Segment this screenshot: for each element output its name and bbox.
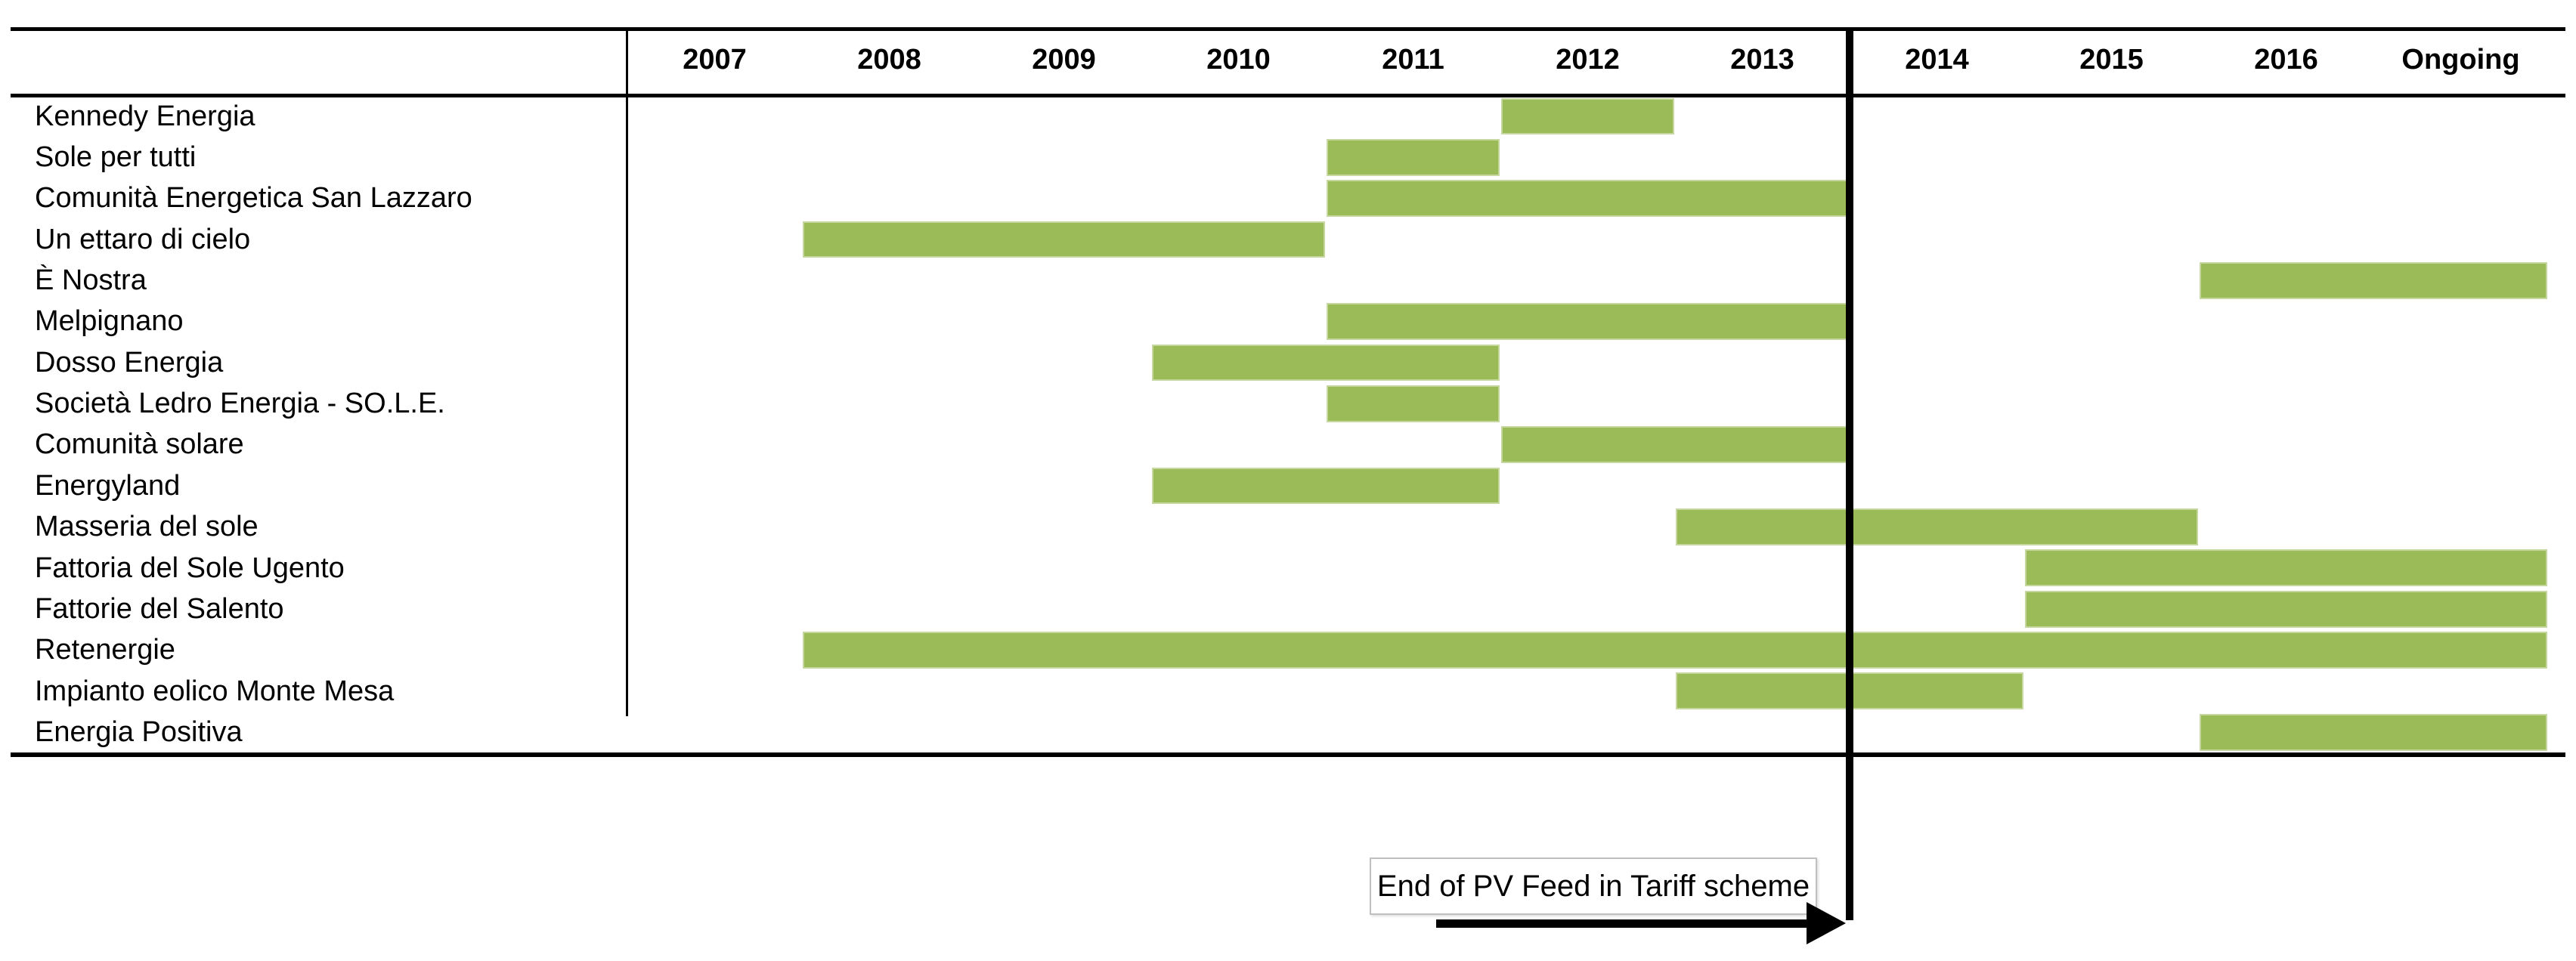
gantt-bar (1152, 467, 1500, 505)
gantt-bar (1327, 303, 1849, 341)
header-rule (11, 94, 2565, 97)
row-label: Dosso Energia (35, 346, 224, 379)
gantt-bar (2200, 713, 2547, 751)
year-header-2008: 2008 (857, 44, 921, 76)
row-label: Un ettaro di cielo (35, 223, 251, 255)
gantt-bar (1152, 344, 1500, 382)
annotation-text: End of PV Feed in Tariff scheme (1376, 869, 1810, 903)
feed-in-tariff-end-line (1846, 29, 1853, 920)
row-label: Comunità solare (35, 428, 244, 461)
gantt-bar (1327, 138, 1500, 176)
gantt-bar (803, 221, 1325, 258)
row-label: Sole per tutti (35, 141, 197, 174)
top-rule (11, 27, 2565, 31)
row-label: Società Ledro Energia - SO.L.E. (35, 388, 445, 420)
row-label: Energia Positiva (35, 715, 243, 748)
row-label: Retenergie (35, 634, 175, 666)
gantt-bar (803, 632, 2547, 669)
row-label: Melpignano (35, 305, 184, 338)
row-label: Impianto eolico Monte Mesa (35, 675, 395, 707)
gantt-bar (2025, 590, 2547, 628)
gantt-bar (1501, 97, 1674, 135)
gantt-bar (2200, 261, 2547, 299)
gantt-bar (1676, 508, 2198, 545)
year-header-ongoing: Ongoing (2401, 44, 2520, 76)
arrow-shaft (1436, 919, 1813, 928)
row-label: Energyland (35, 469, 181, 502)
bottom-rule (11, 752, 2565, 757)
year-header-2012: 2012 (1556, 44, 1620, 76)
year-header-2009: 2009 (1032, 44, 1096, 76)
year-header-2010: 2010 (1206, 44, 1271, 76)
gantt-bar (1327, 385, 1500, 422)
year-header-2015: 2015 (2079, 44, 2144, 76)
year-header-2013: 2013 (1730, 44, 1794, 76)
label-divider-line (626, 30, 628, 716)
row-label: Comunità Energetica San Lazzaro (35, 182, 472, 215)
row-label: Fattorie del Salento (35, 592, 284, 625)
gantt-bar (2025, 549, 2547, 587)
row-label: Fattoria del Sole Ugento (35, 552, 345, 584)
annotation-box: End of PV Feed in Tariff scheme (1370, 857, 1817, 915)
row-label: È Nostra (35, 264, 147, 297)
gantt-bar (1501, 426, 1849, 464)
year-header-2007: 2007 (683, 44, 747, 76)
year-header-2014: 2014 (1905, 44, 1969, 76)
arrow-head-icon (1807, 902, 1846, 944)
year-header-2011: 2011 (1382, 44, 1444, 76)
row-label: Masseria del sole (35, 511, 259, 543)
row-label: Kennedy Energia (35, 100, 255, 132)
gantt-bar (1327, 180, 1849, 218)
year-header-2016: 2016 (2254, 44, 2318, 76)
